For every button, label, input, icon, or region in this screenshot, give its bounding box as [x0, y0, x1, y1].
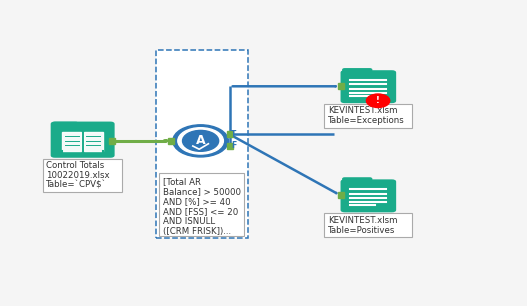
Bar — [159, 173, 244, 237]
Bar — [324, 213, 413, 237]
Text: Control Totals: Control Totals — [46, 161, 105, 170]
Bar — [43, 159, 122, 192]
Text: Table=Exceptions: Table=Exceptions — [328, 116, 405, 125]
Polygon shape — [84, 132, 103, 151]
Circle shape — [173, 125, 228, 157]
Text: AND [FSS] <= 20: AND [FSS] <= 20 — [163, 207, 238, 216]
FancyBboxPatch shape — [340, 70, 396, 103]
FancyBboxPatch shape — [52, 122, 79, 131]
Text: !: ! — [376, 96, 380, 105]
Text: KEVINTEST.xlsm: KEVINTEST.xlsm — [328, 106, 397, 115]
Text: 10022019.xlsx: 10022019.xlsx — [46, 171, 110, 180]
Text: T: T — [231, 130, 237, 139]
FancyBboxPatch shape — [342, 177, 373, 185]
Text: F: F — [231, 141, 237, 150]
Bar — [324, 104, 413, 128]
FancyBboxPatch shape — [342, 68, 373, 76]
Text: KEVINTEST.xlsm: KEVINTEST.xlsm — [328, 215, 397, 225]
Text: [Total AR: [Total AR — [163, 177, 201, 186]
Circle shape — [178, 128, 223, 154]
Circle shape — [366, 94, 390, 107]
Text: ([CRM FRISK])...: ([CRM FRISK])... — [163, 227, 231, 236]
Text: Balance] > 50000: Balance] > 50000 — [163, 187, 241, 196]
Text: A: A — [196, 134, 206, 147]
FancyBboxPatch shape — [51, 121, 114, 158]
Text: AND [%] >= 40: AND [%] >= 40 — [163, 197, 230, 206]
Polygon shape — [62, 132, 81, 151]
Text: AND ISNULL: AND ISNULL — [163, 217, 215, 226]
Circle shape — [182, 130, 219, 151]
FancyBboxPatch shape — [340, 179, 396, 212]
Text: Table=Positives: Table=Positives — [328, 226, 395, 235]
Text: Table=`CPV$`: Table=`CPV$` — [46, 181, 108, 190]
FancyBboxPatch shape — [156, 50, 248, 238]
